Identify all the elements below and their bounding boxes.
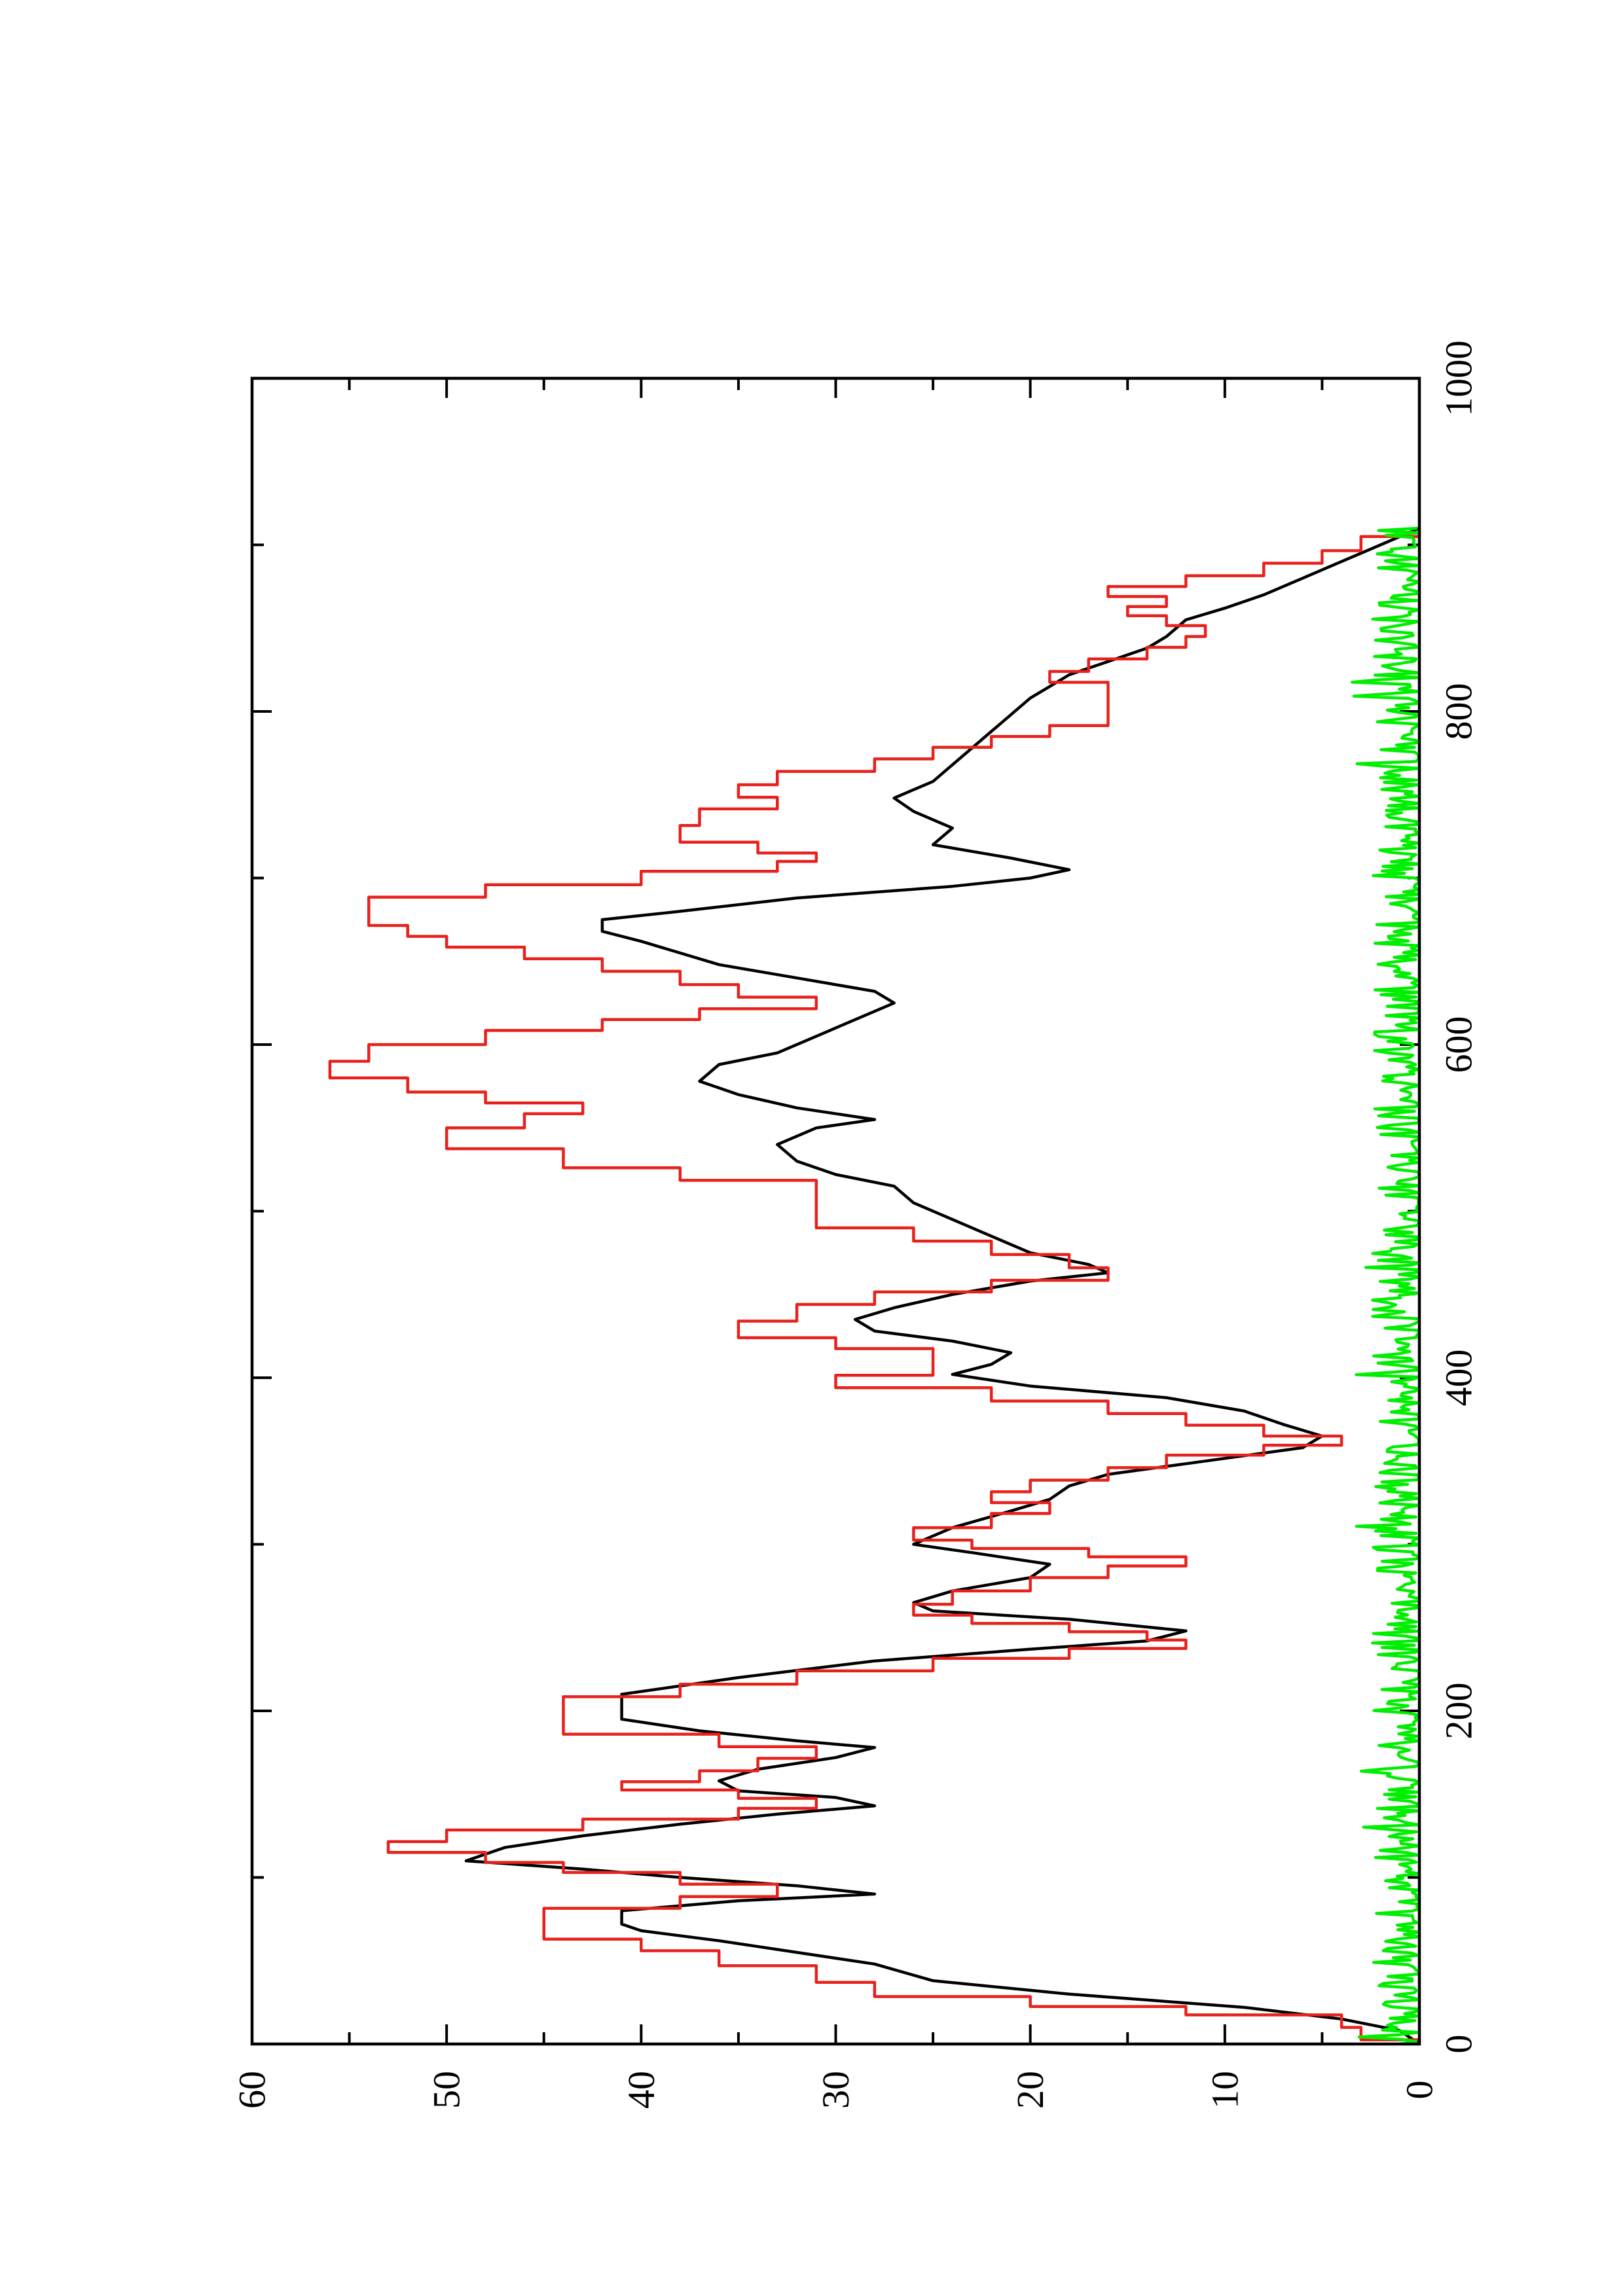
x-tick-label: 200 <box>1438 1683 1480 1740</box>
x-tick-label: 1000 <box>1438 340 1480 416</box>
x-tick-label: 800 <box>1438 683 1480 740</box>
axis-tick-labels: 0 200 400 600 800 1000 0 10 20 30 40 50 60 <box>231 340 1480 2109</box>
y-tick-label: 30 <box>814 2071 857 2109</box>
y-tick-label: 50 <box>426 2071 468 2109</box>
plot-frame <box>250 376 1421 2046</box>
y-tick-label: 10 <box>1203 2071 1246 2109</box>
x-tick-label: 0 <box>1438 2035 1480 2054</box>
axis-ticks <box>251 377 1421 2045</box>
y-tick-label: 40 <box>620 2071 663 2109</box>
y-tick-label: 60 <box>231 2071 274 2109</box>
series-smooth-line <box>464 526 1421 2045</box>
y-tick-label: 20 <box>1009 2071 1051 2109</box>
x-tick-label: 600 <box>1438 1016 1480 1073</box>
x-tick-label: 400 <box>1438 1350 1480 1407</box>
y-tick-label: 0 <box>1398 2081 1441 2100</box>
series-noise-line <box>1351 526 1421 2046</box>
series-lines <box>328 526 1421 2046</box>
series-step-line <box>328 528 1421 2044</box>
